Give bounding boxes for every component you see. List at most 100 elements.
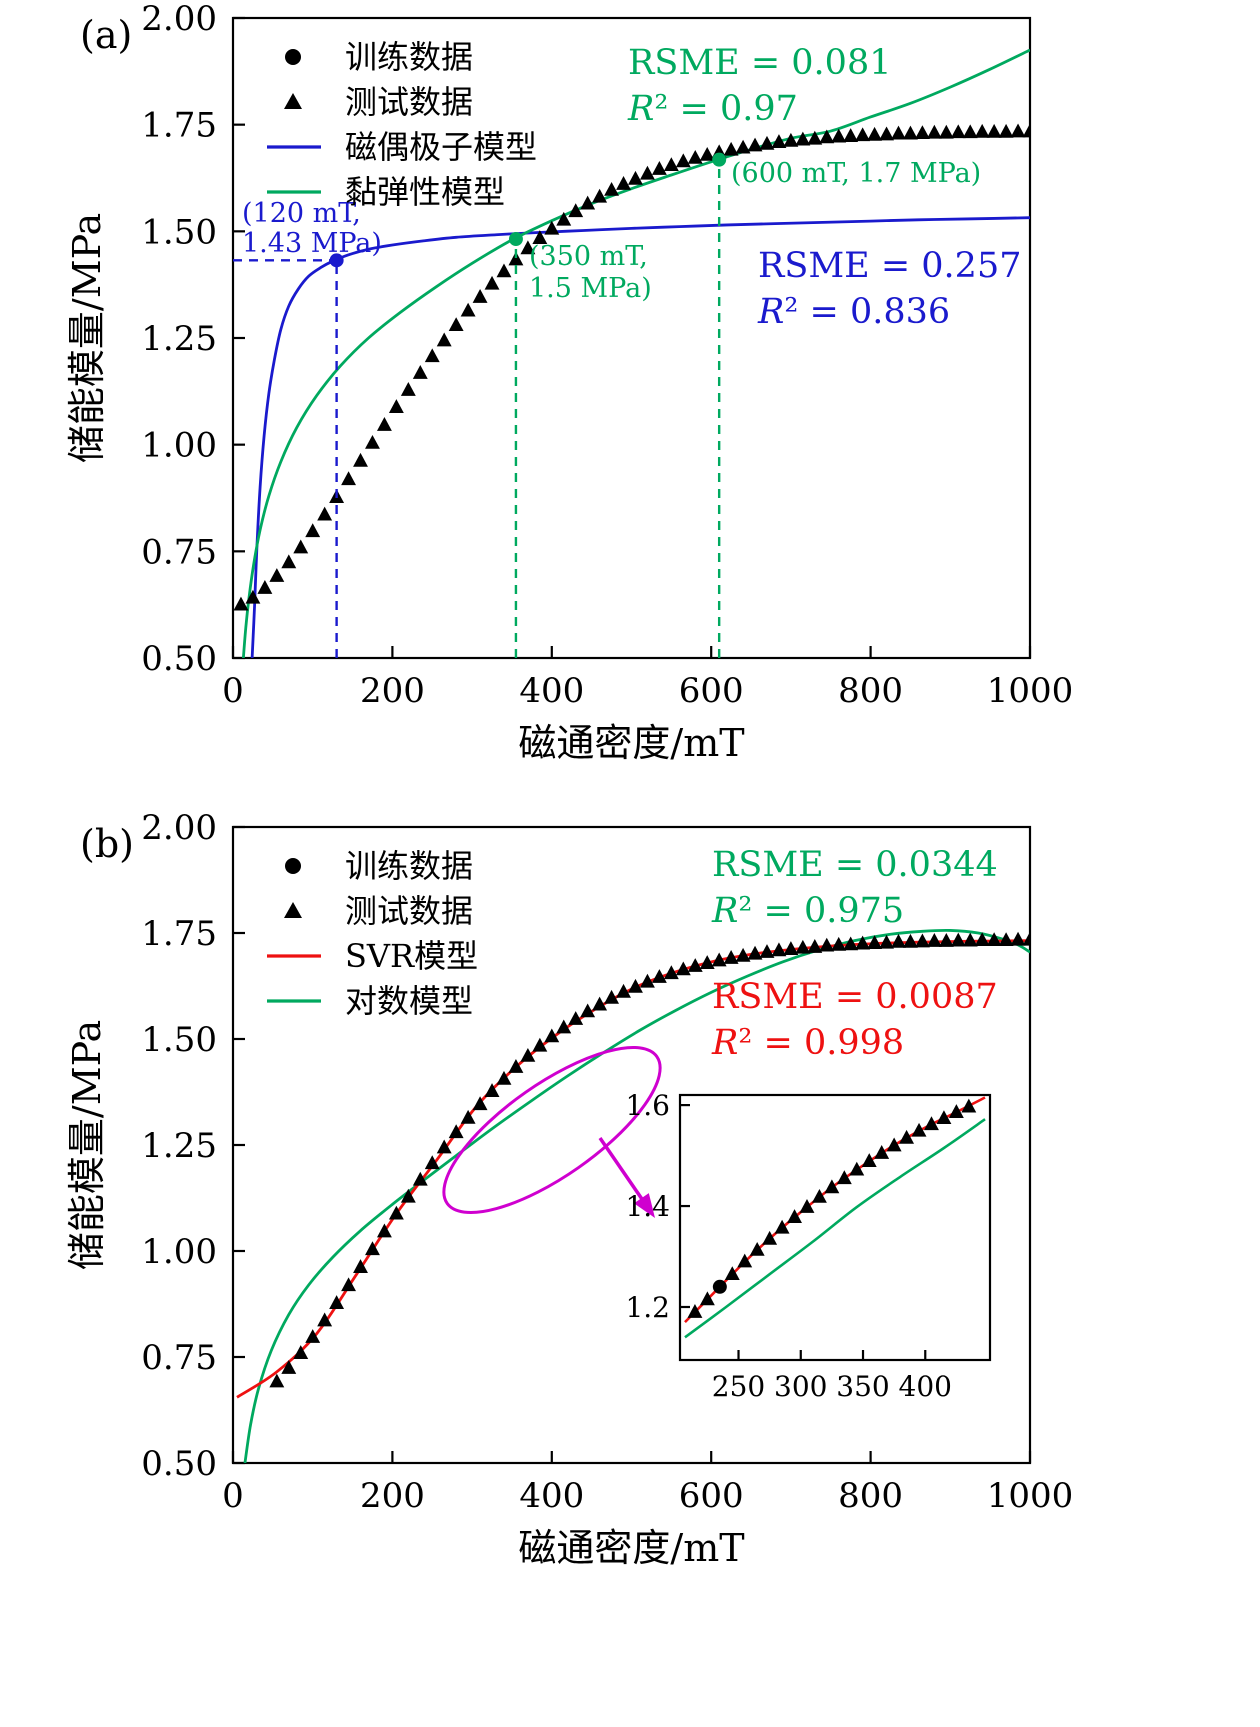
test-data-marker	[424, 348, 440, 363]
x-axis-label: 磁通密度/mT	[518, 1526, 744, 1570]
test-data-marker	[699, 146, 715, 161]
marked-point	[712, 152, 727, 167]
test-data-marker	[735, 139, 751, 154]
inset-train-data-marker	[712, 1279, 727, 1294]
test-data-marker	[926, 933, 942, 947]
test-data-marker	[544, 220, 560, 235]
test-data-marker	[568, 1011, 584, 1025]
inset-y-tick-label: 1.6	[625, 1089, 670, 1122]
marked-point	[329, 253, 344, 268]
series-group	[233, 48, 1030, 658]
test-data-marker	[783, 941, 799, 955]
inset-test-data-marker	[899, 1129, 915, 1144]
test-data-marker	[508, 251, 524, 266]
x-tick-label: 200	[360, 671, 425, 711]
test-data-marker	[891, 125, 906, 140]
x-tick-label: 200	[360, 1476, 425, 1516]
test-data-marker	[747, 945, 763, 960]
y-axis-label: 储能模量/MPa	[65, 1020, 109, 1270]
y-tick-label: 1.50	[141, 212, 217, 252]
test-data-marker	[317, 1312, 333, 1327]
test-data-marker	[580, 1003, 596, 1018]
y-tick-label: 0.75	[141, 532, 217, 572]
test-data-marker	[616, 175, 631, 190]
test-data-marker	[819, 129, 835, 144]
y-tick-label: 2.00	[141, 808, 217, 848]
marked-point	[508, 232, 523, 247]
inset-test-data-marker	[849, 1161, 865, 1176]
test-data-marker	[879, 934, 894, 949]
test-data-marker	[938, 124, 954, 139]
inset-test-data-marker	[762, 1230, 778, 1245]
test-data-marker	[843, 128, 859, 143]
stats-text: RSME = 0.257	[758, 246, 1022, 286]
test-data-marker	[604, 989, 620, 1004]
legend-label: 黏弹性模型	[345, 173, 505, 211]
test-data-marker	[592, 996, 608, 1011]
x-tick-label: 600	[679, 671, 744, 711]
legend-circle-marker	[285, 49, 301, 65]
test-data-marker	[771, 942, 787, 957]
test-data-marker	[412, 364, 428, 379]
inset-test-data-marker	[687, 1304, 703, 1318]
test-data-marker	[532, 1037, 548, 1052]
test-data-marker	[723, 950, 739, 964]
test-data-marker	[986, 932, 1002, 947]
test-data-marker	[424, 1155, 440, 1170]
test-data-marker	[245, 589, 261, 604]
test-data-marker	[807, 938, 823, 953]
test-data-marker	[974, 932, 990, 947]
test-data-marker	[771, 134, 787, 148]
x-tick-label: 0	[222, 671, 244, 711]
test-data-marker	[891, 933, 906, 948]
test-data-marker	[640, 165, 655, 180]
test-data-marker	[998, 932, 1014, 947]
y-tick-label: 0.75	[141, 1338, 217, 1378]
test-data-marker	[388, 1205, 404, 1220]
test-data-marker	[460, 1109, 476, 1124]
test-data-marker	[962, 124, 978, 139]
stats-text: R² = 0.998	[711, 1023, 904, 1063]
series-group	[236, 928, 1030, 1463]
y-tick-label: 1.00	[141, 1232, 217, 1272]
point-label: 1.43 MPa)	[242, 228, 382, 259]
legend-triangle-marker	[284, 93, 302, 109]
inset-test-data-marker	[961, 1098, 977, 1113]
test-data-marker	[472, 289, 488, 303]
test-data-marker	[938, 933, 954, 947]
test-data-marker	[747, 137, 763, 152]
x-tick-label: 600	[679, 1476, 744, 1516]
test-data-marker	[508, 1058, 524, 1073]
test-data-marker	[305, 1329, 321, 1343]
test-data-marker	[305, 523, 321, 538]
point-label: (120 mT,	[242, 198, 361, 229]
test-data-marker	[365, 434, 380, 449]
test-data-marker	[1010, 931, 1026, 946]
inset-border	[678, 1093, 992, 1362]
test-data-marker	[412, 1171, 428, 1186]
test-data-marker	[867, 935, 883, 950]
test-data-marker	[448, 317, 464, 332]
point-label: (350 mT,	[529, 241, 648, 272]
legend-label: 训练数据	[345, 38, 473, 76]
test-data-marker	[544, 1028, 560, 1043]
stats-text: R² = 0.836	[757, 292, 950, 332]
test-data-marker	[532, 230, 548, 244]
test-data-marker	[472, 1096, 488, 1111]
test-data-marker	[376, 1223, 392, 1238]
stats-text: RSME = 0.0344	[712, 845, 998, 885]
test-data-marker	[281, 554, 297, 569]
test-data-marker	[365, 1241, 380, 1256]
test-data-marker	[388, 399, 404, 413]
x-tick-label: 1000	[987, 1476, 1074, 1516]
inset-x-tick-label: 300	[774, 1370, 827, 1403]
legend-label: 训练数据	[345, 847, 473, 885]
test-data-marker	[257, 580, 273, 594]
test-data-marker	[269, 1373, 285, 1388]
test-data-marker	[687, 958, 703, 972]
inset-x-tick-label: 350	[836, 1370, 889, 1403]
legend-label: 对数模型	[345, 982, 473, 1020]
legend-label: SVR模型	[345, 937, 478, 975]
y-tick-label: 0.50	[141, 639, 217, 679]
test-data-marker	[735, 947, 751, 962]
